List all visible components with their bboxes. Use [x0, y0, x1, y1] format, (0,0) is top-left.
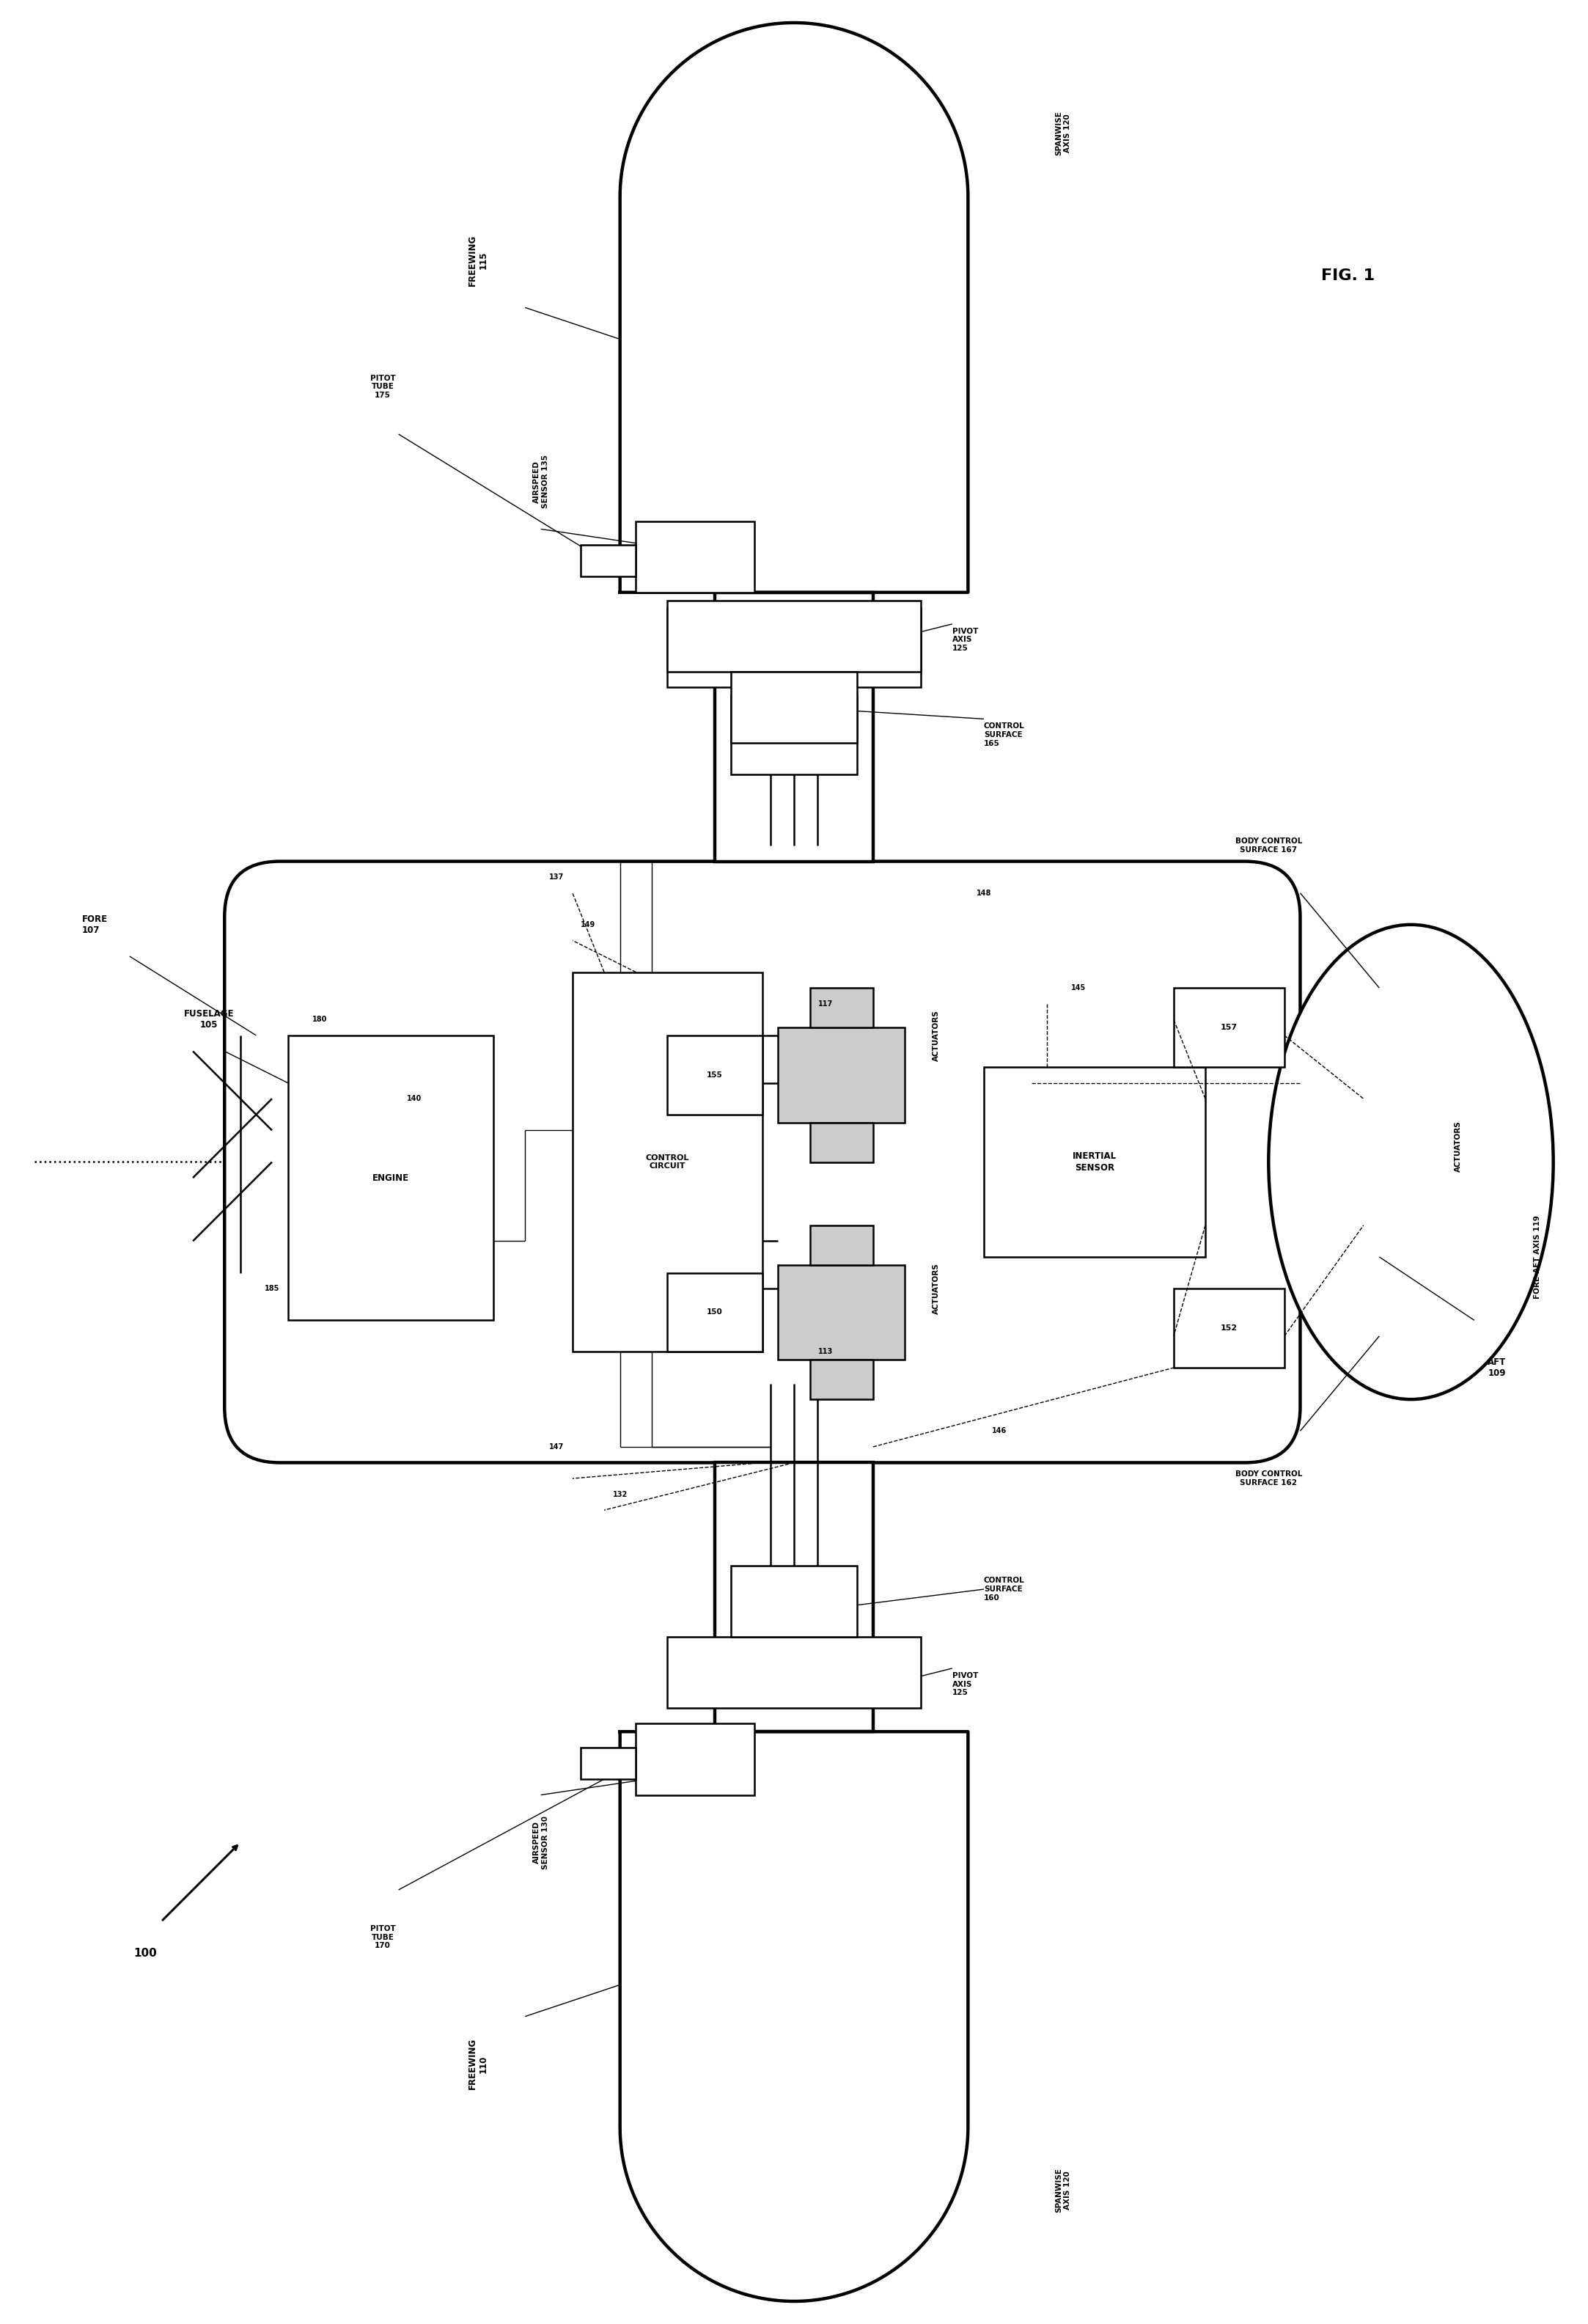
Bar	[730, 695, 858, 774]
Text: ACTUATORS: ACTUATORS	[932, 1011, 940, 1062]
Text: SPANWISE
AXIS 120: SPANWISE AXIS 120	[1054, 2168, 1070, 2212]
Text: CONTROL
CIRCUIT: CONTROL CIRCUIT	[646, 1155, 689, 1169]
Bar	[667, 1037, 762, 1116]
Text: 145: 145	[1072, 985, 1086, 992]
Bar	[635, 521, 754, 593]
Text: AIRSPEED
SENSOR 130: AIRSPEED SENSOR 130	[534, 1815, 549, 1868]
Text: PITOT
TUBE
170: PITOT TUBE 170	[370, 1924, 395, 1950]
Bar	[730, 672, 858, 744]
Text: 149: 149	[581, 920, 596, 927]
Text: 150: 150	[707, 1308, 723, 1315]
Bar	[635, 1724, 754, 1794]
Bar	[1174, 988, 1285, 1067]
Text: ACTUATORS: ACTUATORS	[932, 1262, 940, 1313]
Text: FREEWING
110: FREEWING 110	[467, 2038, 488, 2089]
Text: PIVOT
AXIS
125: PIVOT AXIS 125	[953, 1671, 978, 1697]
Text: AFT
109: AFT 109	[1488, 1357, 1505, 1378]
Text: 113: 113	[818, 1348, 834, 1355]
Bar	[667, 609, 921, 688]
Bar	[667, 600, 921, 672]
Text: CONTROL
SURFACE
160: CONTROL SURFACE 160	[985, 1578, 1024, 1601]
Bar	[1174, 1287, 1285, 1369]
Text: 132: 132	[613, 1490, 627, 1499]
Text: 185: 185	[265, 1285, 279, 1292]
Text: 157: 157	[1221, 1025, 1237, 1032]
Ellipse shape	[1269, 925, 1553, 1399]
Bar	[810, 988, 873, 1027]
Text: FREEWING
115: FREEWING 115	[467, 235, 488, 286]
Text: FORE
107: FORE 107	[83, 913, 108, 934]
Bar	[287, 1037, 494, 1320]
Bar	[715, 1462, 873, 1731]
Bar	[581, 1748, 635, 1780]
Text: ACTUATORS: ACTUATORS	[1455, 1120, 1463, 1171]
FancyBboxPatch shape	[224, 862, 1301, 1462]
Text: 140: 140	[407, 1095, 422, 1102]
Text: ENGINE: ENGINE	[372, 1174, 410, 1183]
Text: FIG. 1: FIG. 1	[1321, 270, 1375, 284]
Text: 148: 148	[977, 890, 991, 897]
Text: 152: 152	[1221, 1325, 1237, 1332]
Bar	[667, 1274, 762, 1353]
Polygon shape	[619, 1731, 969, 2301]
Text: INERTIAL
SENSOR: INERTIAL SENSOR	[1072, 1153, 1116, 1171]
Bar	[810, 1122, 873, 1162]
Text: CONTROL
SURFACE
165: CONTROL SURFACE 165	[985, 723, 1024, 746]
Text: SPANWISE
AXIS 120: SPANWISE AXIS 120	[1054, 112, 1070, 156]
Bar	[667, 1636, 921, 1708]
Bar	[810, 1360, 873, 1399]
Bar	[581, 544, 635, 576]
Text: 100: 100	[133, 1948, 157, 1959]
Text: FUSELAGE
105: FUSELAGE 105	[184, 1009, 233, 1030]
Bar	[778, 1264, 905, 1360]
Bar	[730, 1566, 858, 1636]
Text: 137: 137	[549, 874, 564, 881]
Bar	[573, 971, 762, 1353]
Text: 147: 147	[549, 1443, 564, 1450]
Bar	[715, 593, 873, 862]
Bar	[985, 1067, 1205, 1257]
Polygon shape	[619, 23, 969, 593]
Text: 146: 146	[992, 1427, 1007, 1434]
Text: AIRSPEED
SENSOR 135: AIRSPEED SENSOR 135	[534, 456, 549, 509]
Text: BODY CONTROL
SURFACE 162: BODY CONTROL SURFACE 162	[1235, 1471, 1302, 1487]
Text: 155: 155	[707, 1071, 723, 1078]
Text: PIVOT
AXIS
125: PIVOT AXIS 125	[953, 627, 978, 653]
Text: PITOT
TUBE
175: PITOT TUBE 175	[370, 374, 395, 400]
Text: FORE-AFT AXIS 119: FORE-AFT AXIS 119	[1534, 1215, 1542, 1299]
Text: BODY CONTROL
SURFACE 167: BODY CONTROL SURFACE 167	[1235, 837, 1302, 853]
Text: 180: 180	[311, 1016, 327, 1023]
Bar	[778, 1027, 905, 1122]
Text: 117: 117	[818, 999, 834, 1006]
Bar	[810, 1225, 873, 1264]
